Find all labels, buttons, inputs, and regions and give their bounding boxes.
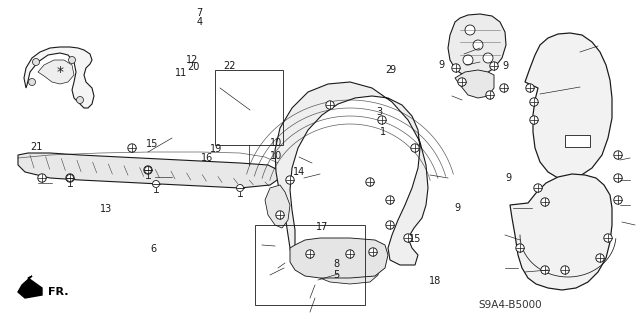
Text: 3: 3	[376, 107, 383, 117]
Text: 14: 14	[293, 167, 306, 177]
Text: S9A4-B5000: S9A4-B5000	[478, 300, 541, 310]
Circle shape	[386, 196, 394, 204]
Text: 6: 6	[150, 244, 157, 255]
Polygon shape	[18, 276, 42, 298]
Circle shape	[596, 254, 604, 262]
Bar	[215, 70, 283, 145]
Circle shape	[145, 167, 152, 174]
Text: 21: 21	[30, 142, 43, 152]
Circle shape	[369, 248, 377, 256]
Circle shape	[452, 64, 460, 72]
Text: 9: 9	[454, 203, 461, 213]
Circle shape	[614, 151, 622, 159]
Polygon shape	[290, 238, 388, 278]
Circle shape	[386, 221, 394, 229]
Circle shape	[561, 266, 569, 274]
Circle shape	[237, 184, 243, 191]
Circle shape	[378, 116, 386, 124]
Circle shape	[68, 56, 76, 63]
Circle shape	[530, 116, 538, 124]
Text: 19: 19	[210, 144, 223, 154]
Circle shape	[541, 266, 549, 274]
Circle shape	[306, 250, 314, 258]
Circle shape	[614, 174, 622, 182]
Circle shape	[67, 174, 74, 182]
Circle shape	[530, 98, 538, 106]
Circle shape	[77, 97, 83, 103]
Polygon shape	[510, 174, 612, 290]
Text: 5: 5	[333, 270, 339, 280]
Circle shape	[486, 91, 494, 99]
Text: 20: 20	[188, 62, 200, 72]
Circle shape	[483, 53, 493, 63]
Circle shape	[326, 101, 334, 109]
Circle shape	[473, 40, 483, 50]
Text: 7: 7	[196, 8, 203, 19]
Circle shape	[465, 25, 475, 35]
Circle shape	[541, 198, 549, 206]
Text: 15: 15	[145, 138, 158, 149]
Text: 16: 16	[200, 153, 213, 163]
Text: 9: 9	[506, 173, 512, 183]
Circle shape	[366, 178, 374, 186]
Text: 1: 1	[380, 127, 386, 137]
Text: 10: 10	[270, 138, 283, 148]
Circle shape	[490, 62, 498, 70]
Circle shape	[66, 174, 74, 182]
Circle shape	[458, 78, 466, 86]
Polygon shape	[38, 60, 74, 84]
Text: 8: 8	[333, 259, 339, 269]
Polygon shape	[525, 33, 612, 180]
Text: FR.: FR.	[48, 287, 68, 297]
Text: 9: 9	[438, 60, 445, 70]
Circle shape	[152, 181, 159, 188]
Polygon shape	[448, 14, 506, 78]
Polygon shape	[24, 47, 94, 108]
Polygon shape	[265, 185, 290, 228]
Circle shape	[346, 250, 354, 258]
Polygon shape	[455, 70, 494, 98]
Text: 10: 10	[270, 151, 283, 161]
Circle shape	[128, 144, 136, 152]
Text: 22: 22	[223, 61, 236, 71]
Circle shape	[33, 58, 40, 65]
Text: 15: 15	[408, 234, 421, 244]
Circle shape	[604, 234, 612, 242]
Circle shape	[500, 84, 508, 92]
Circle shape	[29, 78, 35, 85]
Circle shape	[516, 244, 524, 252]
Text: 17: 17	[316, 222, 328, 232]
Circle shape	[534, 184, 542, 192]
Circle shape	[411, 144, 419, 152]
Circle shape	[144, 166, 152, 174]
Circle shape	[276, 211, 284, 219]
Text: 11: 11	[175, 68, 188, 78]
Circle shape	[463, 55, 473, 65]
Text: 13: 13	[99, 204, 112, 214]
Circle shape	[286, 176, 294, 184]
Circle shape	[526, 84, 534, 92]
Polygon shape	[18, 153, 280, 188]
Text: 12: 12	[186, 55, 198, 65]
Text: 4: 4	[196, 17, 203, 27]
Text: *: *	[56, 65, 63, 79]
Circle shape	[38, 174, 46, 182]
Polygon shape	[275, 82, 428, 268]
Text: 18: 18	[429, 276, 442, 286]
Bar	[255, 225, 365, 305]
Polygon shape	[315, 250, 380, 284]
Text: 9: 9	[389, 64, 396, 75]
Text: 9: 9	[502, 61, 509, 71]
Circle shape	[404, 234, 412, 242]
Circle shape	[614, 196, 622, 204]
Bar	[565, 135, 590, 147]
Text: 2: 2	[385, 65, 392, 75]
